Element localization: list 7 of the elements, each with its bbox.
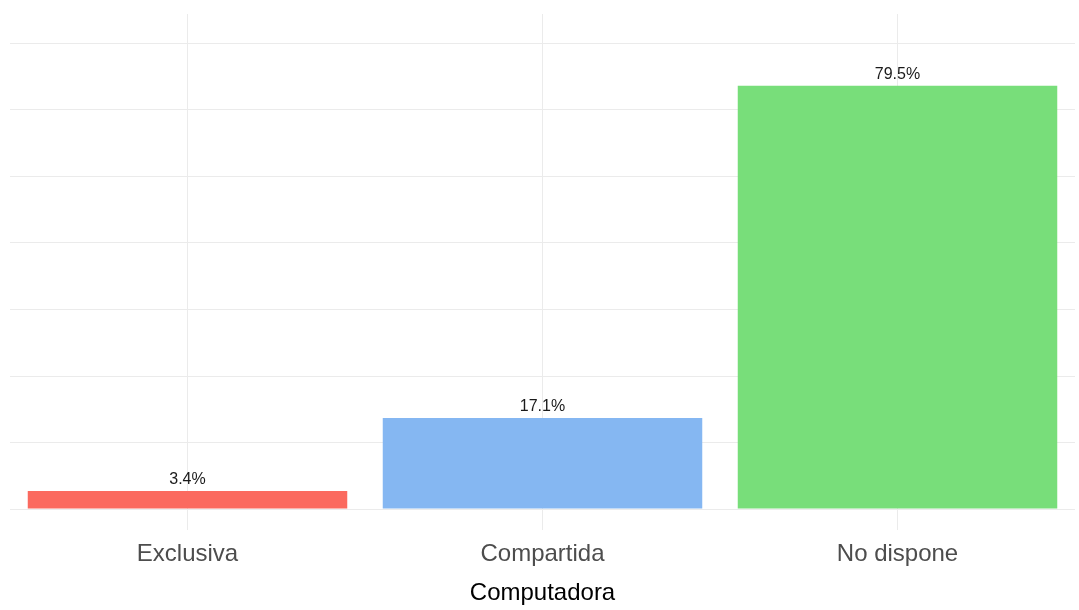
x-axis-title: Computadora — [469, 578, 616, 606]
data-label: 17.1% — [519, 397, 566, 415]
x-tick-label: Compartida — [480, 539, 606, 567]
x-tick-label: No dispone — [836, 539, 959, 567]
data-label: 79.5% — [874, 65, 921, 83]
x-tick-label: Exclusiva — [136, 539, 239, 567]
data-label: 3.4% — [169, 470, 206, 488]
